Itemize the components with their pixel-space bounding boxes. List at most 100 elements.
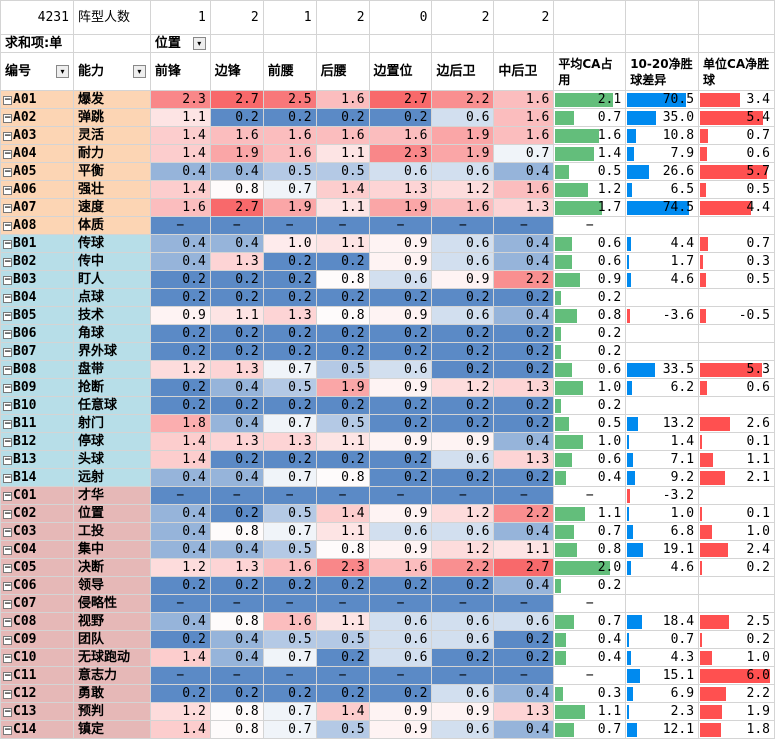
avg-ca-cell[interactable]: 1.7 bbox=[553, 198, 627, 217]
value-cell[interactable]: − bbox=[493, 666, 555, 685]
value-cell[interactable]: 1.2 bbox=[149, 702, 211, 721]
value-cell[interactable]: 0.5 bbox=[315, 414, 370, 433]
unit-ca-cell[interactable] bbox=[698, 342, 775, 361]
filter-dropdown-icon[interactable]: ▾ bbox=[192, 37, 206, 50]
value-cell[interactable]: 1.2 bbox=[149, 558, 211, 577]
value-cell[interactable]: 0.9 bbox=[368, 252, 433, 271]
value-cell[interactable]: 0.9 bbox=[431, 702, 495, 721]
value-cell[interactable]: 0.2 bbox=[431, 342, 495, 361]
value-cell[interactable]: 2.2 bbox=[493, 270, 555, 289]
row-id[interactable]: −B07 bbox=[0, 342, 74, 361]
net-diff-cell[interactable] bbox=[625, 288, 700, 307]
value-cell[interactable]: 1.6 bbox=[262, 612, 317, 631]
value-cell[interactable]: 1.4 bbox=[149, 432, 211, 451]
value-cell[interactable]: 0.5 bbox=[262, 540, 317, 559]
collapse-icon[interactable]: − bbox=[3, 95, 12, 105]
value-cell[interactable]: − bbox=[431, 486, 495, 505]
unit-ca-cell[interactable]: 4.4 bbox=[698, 198, 775, 217]
value-cell[interactable]: 0.6 bbox=[368, 648, 433, 667]
value-cell[interactable]: 1.3 bbox=[209, 252, 264, 271]
value-cell[interactable]: 1.8 bbox=[149, 414, 211, 433]
row-id[interactable]: −A03 bbox=[0, 126, 74, 145]
value-cell[interactable]: 2.7 bbox=[493, 558, 555, 577]
value-cell[interactable]: − bbox=[209, 216, 264, 235]
value-cell[interactable]: 0.2 bbox=[209, 342, 264, 361]
collapse-icon[interactable]: − bbox=[3, 113, 12, 123]
position-filter-label[interactable]: 位置 ▾ bbox=[149, 34, 211, 53]
net-diff-cell[interactable]: 1.0 bbox=[625, 504, 700, 523]
ability-name[interactable]: 传球 bbox=[72, 234, 151, 253]
value-cell[interactable]: 1.4 bbox=[315, 504, 370, 523]
value-cell[interactable]: − bbox=[209, 594, 264, 613]
ability-header[interactable]: 能力 ▾ bbox=[72, 52, 151, 91]
collapse-icon[interactable]: − bbox=[3, 185, 12, 195]
value-cell[interactable]: 1.0 bbox=[262, 234, 317, 253]
value-cell[interactable]: 0.4 bbox=[149, 162, 211, 181]
value-cell[interactable]: 0.2 bbox=[262, 342, 317, 361]
value-cell[interactable]: 0.9 bbox=[368, 432, 433, 451]
row-id[interactable]: −B13 bbox=[0, 450, 74, 469]
value-cell[interactable]: 0.2 bbox=[431, 396, 495, 415]
value-cell[interactable]: 0.5 bbox=[315, 720, 370, 739]
value-cell[interactable]: 0.6 bbox=[431, 252, 495, 271]
collapse-icon[interactable]: − bbox=[3, 473, 12, 483]
value-cell[interactable]: 0.6 bbox=[431, 720, 495, 739]
value-cell[interactable]: 1.2 bbox=[431, 504, 495, 523]
net-diff-cell[interactable]: 1.7 bbox=[625, 252, 700, 271]
row-id[interactable]: −C07 bbox=[0, 594, 74, 613]
value-cell[interactable]: 0.7 bbox=[262, 414, 317, 433]
ability-name[interactable]: 工投 bbox=[72, 522, 151, 541]
avg-ca-cell[interactable]: 0.6 bbox=[553, 252, 627, 271]
position-header[interactable]: 边置位 bbox=[368, 52, 433, 91]
ability-name[interactable]: 集中 bbox=[72, 540, 151, 559]
row-id[interactable]: −B04 bbox=[0, 288, 74, 307]
value-cell[interactable]: 0.2 bbox=[209, 504, 264, 523]
value-cell[interactable]: 0.2 bbox=[315, 324, 370, 343]
value-cell[interactable]: 0.9 bbox=[368, 540, 433, 559]
ability-name[interactable]: 决断 bbox=[72, 558, 151, 577]
value-cell[interactable]: 0.2 bbox=[431, 324, 495, 343]
net-diff-cell[interactable]: 6.5 bbox=[625, 180, 700, 199]
unit-ca-cell[interactable] bbox=[698, 396, 775, 415]
collapse-icon[interactable]: − bbox=[3, 347, 12, 357]
value-cell[interactable]: 0.2 bbox=[262, 684, 317, 703]
net-diff-cell[interactable]: 70.5 bbox=[625, 90, 700, 109]
unit-ca-cell[interactable] bbox=[698, 324, 775, 343]
unit-ca-cell[interactable] bbox=[698, 288, 775, 307]
value-cell[interactable]: 0.2 bbox=[149, 288, 211, 307]
avg-ca-cell[interactable]: 0.6 bbox=[553, 234, 627, 253]
net-diff-cell[interactable]: 6.2 bbox=[625, 378, 700, 397]
unit-ca-cell[interactable]: 0.7 bbox=[698, 234, 775, 253]
value-cell[interactable]: 1.6 bbox=[149, 198, 211, 217]
value-cell[interactable]: 0.2 bbox=[262, 108, 317, 127]
value-cell[interactable]: 0.2 bbox=[315, 252, 370, 271]
unit-ca-cell[interactable]: 1.0 bbox=[698, 522, 775, 541]
value-cell[interactable]: 1.3 bbox=[262, 306, 317, 325]
avg-ca-cell[interactable]: 0.6 bbox=[553, 360, 627, 379]
value-cell[interactable]: 1.6 bbox=[262, 126, 317, 145]
value-cell[interactable]: 0.5 bbox=[315, 360, 370, 379]
value-cell[interactable]: 2.2 bbox=[431, 90, 495, 109]
collapse-icon[interactable]: − bbox=[3, 203, 12, 213]
value-cell[interactable]: 1.6 bbox=[493, 108, 555, 127]
row-id[interactable]: −B03 bbox=[0, 270, 74, 289]
empty-cell[interactable] bbox=[698, 0, 775, 35]
value-cell[interactable]: 0.9 bbox=[368, 378, 433, 397]
value-cell[interactable]: 0.2 bbox=[209, 270, 264, 289]
value-cell[interactable]: 1.6 bbox=[493, 180, 555, 199]
value-cell[interactable]: 0.9 bbox=[431, 432, 495, 451]
value-cell[interactable]: 0.8 bbox=[209, 612, 264, 631]
value-cell[interactable]: 1.9 bbox=[431, 126, 495, 145]
net-diff-cell[interactable] bbox=[625, 216, 700, 235]
ability-name[interactable]: 才华 bbox=[72, 486, 151, 505]
unit-ca-cell[interactable]: 0.5 bbox=[698, 180, 775, 199]
empty-cell[interactable] bbox=[72, 34, 151, 53]
ability-name[interactable]: 盘带 bbox=[72, 360, 151, 379]
count-cell[interactable]: 0 bbox=[368, 0, 433, 35]
unit-ca-cell[interactable]: 1.9 bbox=[698, 702, 775, 721]
row-id[interactable]: −B14 bbox=[0, 468, 74, 487]
avg-ca-cell[interactable]: 0.2 bbox=[553, 342, 627, 361]
avg-ca-cell[interactable]: 0.2 bbox=[553, 288, 627, 307]
value-cell[interactable]: − bbox=[368, 216, 433, 235]
unit-ca-cell[interactable] bbox=[698, 486, 775, 505]
